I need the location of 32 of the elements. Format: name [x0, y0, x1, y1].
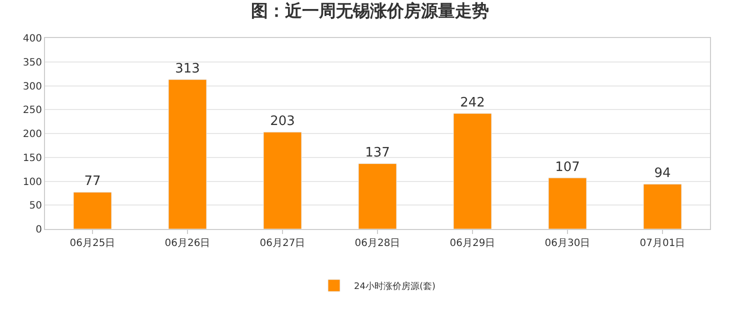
- y-tick-label: 150: [22, 152, 42, 164]
- bar: [168, 79, 207, 229]
- bar: [263, 132, 302, 229]
- x-tick-label: 06月25日: [70, 238, 116, 249]
- y-tick-label: 250: [22, 105, 42, 116]
- y-tick-label: 200: [22, 129, 42, 140]
- x-tick-label: 06月30日: [544, 238, 590, 249]
- legend-label: 24小时涨价房源(套): [354, 281, 436, 292]
- data-label: 313: [175, 62, 200, 77]
- data-label: 94: [654, 166, 671, 182]
- bar: [643, 184, 682, 229]
- data-label: 107: [555, 160, 580, 175]
- data-label: 77: [84, 174, 101, 190]
- bar: [453, 113, 492, 229]
- y-tick-label: 0: [36, 224, 42, 236]
- bar: [548, 178, 587, 229]
- x-tick-label: 06月27日: [260, 238, 306, 249]
- data-label: 242: [460, 95, 485, 110]
- y-tick-label: 300: [22, 81, 42, 92]
- chart-title: 图：近一周无锡涨价房源量走势: [251, 2, 489, 22]
- x-tick-label: 06月26日: [164, 238, 210, 249]
- y-tick-label: 100: [22, 176, 42, 188]
- y-tick-label: 400: [22, 34, 42, 44]
- data-label: 203: [270, 114, 295, 130]
- bar: [358, 163, 397, 229]
- y-tick-label: 350: [22, 57, 42, 68]
- x-tick-label: 06月29日: [450, 238, 496, 249]
- y-tick-label: 50: [29, 200, 42, 212]
- bar: [73, 192, 112, 229]
- data-label: 137: [365, 146, 390, 161]
- x-tick-label: 07月01日: [640, 238, 686, 249]
- x-tick-label: 06月28日: [354, 238, 400, 249]
